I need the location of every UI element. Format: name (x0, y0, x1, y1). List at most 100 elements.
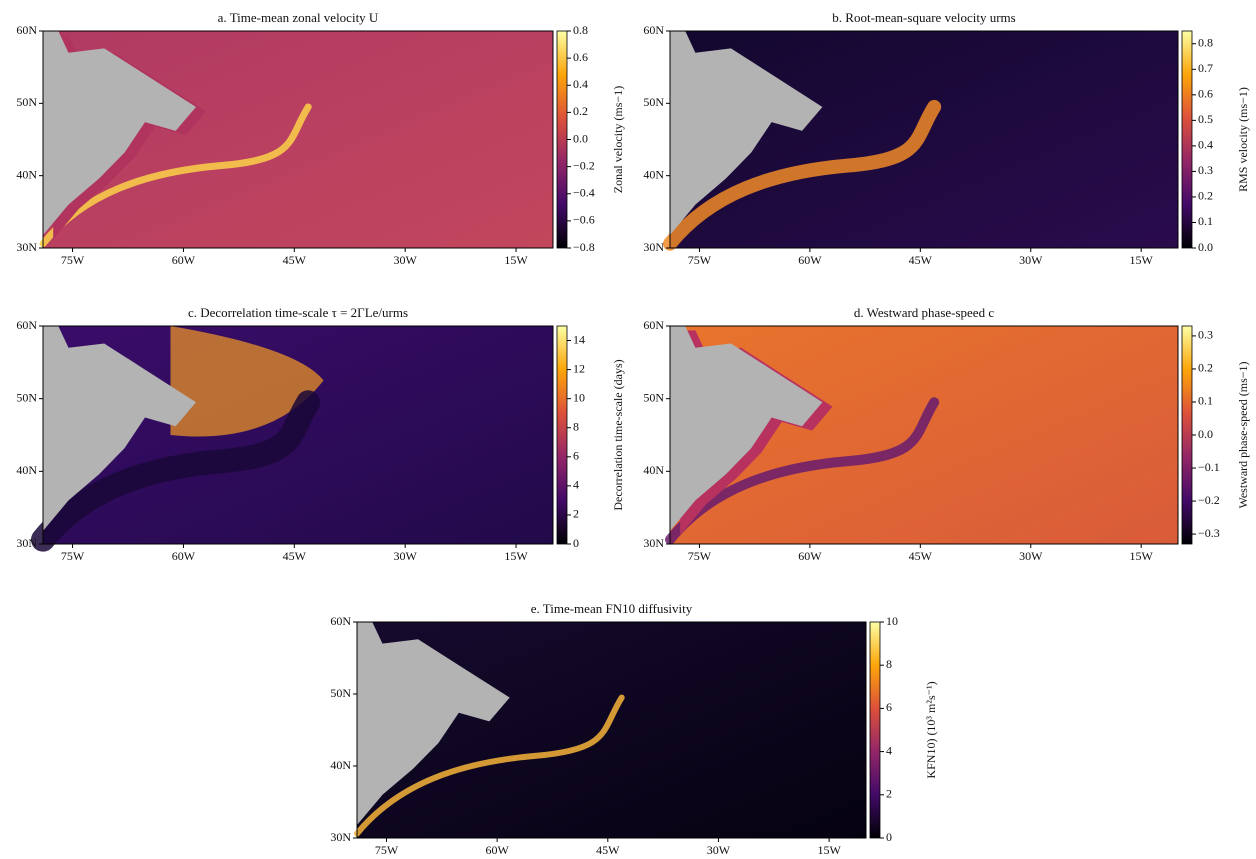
colorbar (556, 325, 568, 545)
x-tick-label: 30W (707, 843, 731, 857)
colorbar-tick-label: 14 (573, 332, 585, 346)
y-tick-label: 60N (16, 318, 37, 332)
colorbar-tick-label: 0.0 (1198, 427, 1213, 441)
y-tick-label: 60N (330, 614, 351, 628)
y-tick-label: 50N (330, 686, 351, 700)
colorbar-tick-label: −0.6 (573, 213, 595, 227)
colorbar-tick-label: 0.8 (1198, 36, 1213, 50)
x-tick-label: 15W (504, 253, 528, 267)
x-tick-label: 75W (61, 549, 85, 563)
colorbar-label: Westward phase-speed (ms−1) (1236, 361, 1250, 508)
y-tick-label: 50N (643, 95, 664, 109)
x-tick-label: 60W (798, 253, 822, 267)
y-tick-label: 30N (16, 536, 37, 550)
x-tick-label: 30W (1019, 549, 1043, 563)
colorbar-tick-label: 2 (886, 787, 892, 801)
x-tick-label: 15W (1130, 253, 1154, 267)
x-tick-label: 75W (688, 253, 712, 267)
colorbar-tick-label: 8 (573, 419, 579, 433)
y-tick-label: 40N (643, 167, 664, 181)
x-tick-label: 15W (504, 549, 528, 563)
colorbar-tick-label: 6 (886, 700, 892, 714)
gulf-stream (663, 99, 942, 251)
colorbar-tick-label: 4 (886, 743, 892, 757)
frame (669, 30, 1179, 249)
colorbar (1181, 30, 1193, 249)
panel-title: c. Decorrelation time-scale τ = 2ΓLe/urm… (188, 305, 408, 320)
hot-region (170, 326, 324, 437)
panel-title: e. Time-mean FN10 diffusivity (531, 601, 693, 616)
x-tick-label: 75W (375, 843, 399, 857)
colorbar-tick-label: −0.4 (573, 186, 595, 200)
colorbar-tick-label: 2 (573, 507, 579, 521)
colorbar-tick-label: 0.6 (1198, 87, 1213, 101)
x-tick-label: 30W (394, 253, 418, 267)
y-tick-label: 40N (643, 463, 664, 477)
gulf-stream (354, 694, 625, 837)
x-tick-label: 60W (485, 843, 509, 857)
colorbar-tick-label: 0.3 (1198, 328, 1213, 342)
panel-title: b. Root-mean-square velocity urms (832, 10, 1015, 25)
y-tick-label: 30N (643, 536, 664, 550)
land (357, 622, 510, 826)
colorbar-tick-label: −0.1 (1198, 460, 1220, 474)
y-tick-label: 60N (16, 23, 37, 37)
colorbar-tick-label: 0.4 (573, 77, 588, 91)
colorbar-tick-label: −0.3 (1198, 526, 1220, 540)
colorbar-tick-label: 0.0 (573, 131, 588, 145)
colorbar-tick-label: 4 (573, 478, 579, 492)
colorbar-tick-label: 10 (573, 390, 585, 404)
colorbar-label: KFN10) (10³ m²s⁻¹) (924, 681, 938, 778)
colorbar-tick-label: 0.5 (1198, 112, 1213, 126)
frame (669, 325, 1179, 545)
y-tick-label: 60N (643, 23, 664, 37)
x-tick-label: 45W (283, 253, 307, 267)
colorbar-tick-label: 12 (573, 361, 585, 375)
frame (42, 325, 554, 545)
colorbar (869, 621, 881, 839)
x-tick-label: 15W (1130, 549, 1154, 563)
colorbar-tick-label: 0 (573, 536, 579, 550)
colorbar-label: Zonal velocity (ms−1) (611, 86, 625, 193)
colorbar-tick-label: 0.7 (1198, 61, 1213, 75)
gulf-stream (31, 390, 321, 552)
colorbar (1181, 325, 1193, 545)
colorbar-label: RMS velocity (ms−1) (1236, 87, 1250, 192)
colorbar-label: Decorrelation time-scale (days) (611, 359, 625, 510)
x-tick-label: 30W (1019, 253, 1043, 267)
gulf-stream (665, 397, 940, 545)
y-tick-label: 30N (643, 240, 664, 254)
y-tick-label: 40N (16, 167, 37, 181)
x-tick-label: 45W (909, 253, 933, 267)
y-tick-label: 30N (330, 830, 351, 844)
colorbar-tick-label: 6 (573, 449, 579, 463)
y-tick-label: 50N (643, 390, 664, 404)
colorbar-tick-label: 0.2 (1198, 189, 1213, 203)
colorbar-tick-label: 10 (886, 614, 898, 628)
y-tick-label: 60N (643, 318, 664, 332)
y-tick-label: 40N (16, 463, 37, 477)
colorbar-tick-label: 0.6 (573, 50, 588, 64)
colorbar-tick-label: 0.4 (1198, 138, 1213, 152)
colorbar-tick-label: 0.8 (573, 23, 588, 37)
x-tick-label: 15W (817, 843, 841, 857)
x-tick-label: 45W (283, 549, 307, 563)
colorbar-tick-label: 8 (886, 657, 892, 671)
x-tick-label: 75W (61, 253, 85, 267)
colorbar-tick-label: 0.0 (1198, 240, 1213, 254)
x-tick-label: 60W (172, 253, 196, 267)
colorbar-tick-label: −0.2 (573, 158, 595, 172)
colorbar-tick-label: 0.3 (1198, 163, 1213, 177)
colorbar-tick-label: 0.1 (1198, 214, 1213, 228)
gulf-stream (39, 103, 312, 248)
colorbar-tick-label: 0.1 (1198, 394, 1213, 408)
frame (42, 30, 554, 249)
colorbar-tick-label: 0.2 (1198, 361, 1213, 375)
land (670, 31, 823, 235)
colorbar-tick-label: −0.2 (1198, 493, 1220, 507)
x-tick-label: 45W (909, 549, 933, 563)
frame (356, 621, 867, 839)
colorbar-tick-label: 0.2 (573, 104, 588, 118)
colorbar (556, 30, 568, 249)
